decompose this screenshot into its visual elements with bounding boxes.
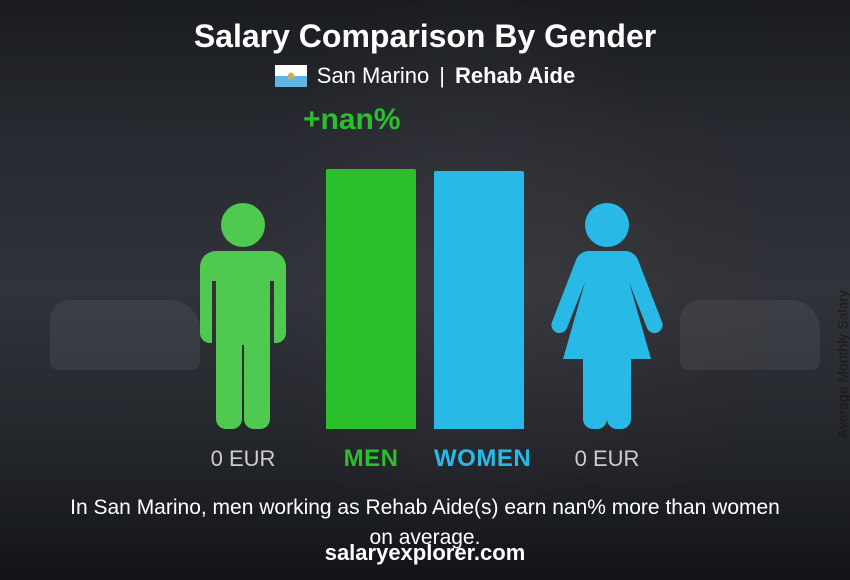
subtitle-divider: | — [439, 63, 445, 89]
labels-row: 0 EUR MEN WOMEN 0 EUR — [105, 439, 745, 479]
infographic-container: Salary Comparison By Gender San Marino |… — [0, 0, 850, 580]
men-bar-col — [326, 109, 416, 429]
flag-icon — [275, 65, 307, 87]
women-label: WOMEN — [434, 445, 524, 473]
men-amount: 0 EUR — [178, 446, 308, 472]
men-label: MEN — [326, 445, 416, 473]
female-figure-col — [542, 109, 672, 429]
female-icon — [542, 199, 672, 429]
role-label: Rehab Aide — [455, 63, 575, 89]
difference-label: +nan% — [303, 103, 401, 137]
women-amount: 0 EUR — [542, 446, 672, 472]
male-figure-col — [178, 109, 308, 429]
chart-area: +nan% — [105, 109, 745, 429]
country-label: San Marino — [317, 63, 430, 89]
male-icon — [178, 199, 308, 429]
subtitle-row: San Marino | Rehab Aide — [275, 63, 575, 89]
men-bar — [326, 169, 416, 429]
page-title: Salary Comparison By Gender — [194, 18, 656, 55]
footer-credit: salaryexplorer.com — [0, 540, 850, 566]
women-bar-col — [434, 109, 524, 429]
women-bar — [434, 171, 524, 429]
